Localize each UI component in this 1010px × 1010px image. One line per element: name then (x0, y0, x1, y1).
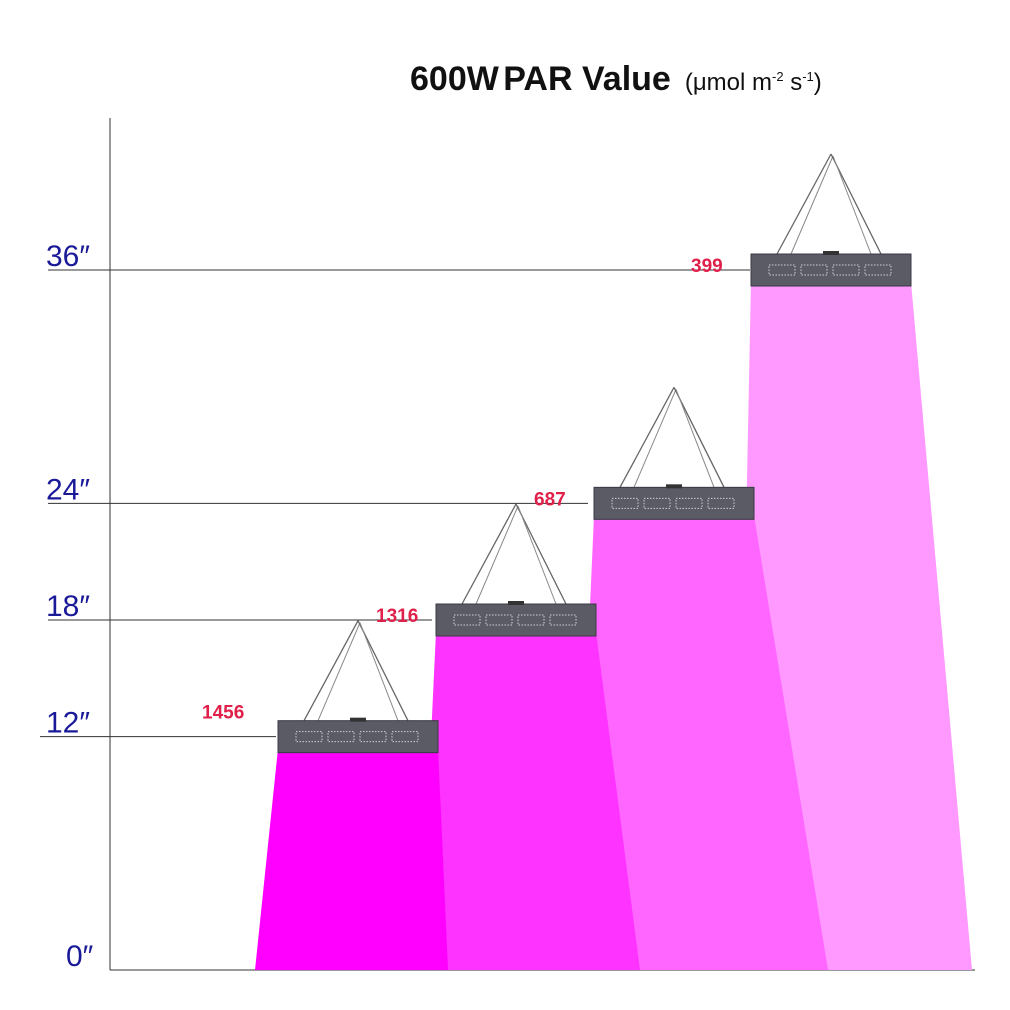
fixture-vent (359, 731, 387, 743)
hanger-wire (357, 620, 409, 721)
fixture-vent (327, 731, 355, 743)
unit-mid: s (783, 69, 803, 96)
y-tick-label-36: 36″ (46, 240, 90, 273)
fixture-vent (453, 614, 481, 626)
grow-light-399 (750, 153, 912, 287)
title-wattage: 600W (410, 60, 499, 98)
fixture-vent (549, 614, 577, 626)
grow-light-687 (593, 387, 755, 520)
fixture-vent (864, 264, 892, 276)
y-tick-label-0: 0″ (66, 940, 94, 973)
y-tick-label-18: 18″ (46, 590, 90, 623)
fixture-vent (391, 731, 419, 743)
light-fixture (277, 720, 439, 754)
hanger-wire (359, 622, 399, 721)
hanger-wire (675, 389, 715, 488)
hanger-wire (475, 505, 519, 605)
light-fixture (750, 253, 912, 287)
unit-sup-1: -2 (771, 69, 784, 84)
grow-light-1456 (277, 620, 439, 754)
hanger-wire (790, 155, 834, 255)
light-fixture (593, 486, 755, 520)
light-beam-687 (574, 515, 828, 970)
unit-prefix: (μmol m (684, 69, 772, 96)
hanger-wire (633, 389, 677, 488)
fixture-vent (768, 264, 796, 276)
hanger-wire (830, 153, 882, 255)
value-label-1456: 1456 (202, 703, 244, 724)
title-metric: PAR Value (503, 60, 671, 98)
fixture-vent (800, 264, 828, 276)
hanger-wire (303, 620, 359, 721)
fixture-handle (350, 717, 366, 722)
value-label-687: 687 (534, 489, 566, 510)
fixture-vent (611, 497, 639, 509)
y-tick-label-12: 12″ (46, 707, 90, 740)
unit-suffix: ) (813, 69, 822, 96)
chart-title: 600W PAR Value (μmol m-2 s-1) (410, 60, 822, 99)
grow-light-1316 (435, 503, 597, 637)
hanger-wire (461, 503, 517, 605)
fixture-handle (666, 484, 682, 489)
fixture-handle (823, 251, 839, 255)
fixture-handle (508, 601, 524, 605)
hanger-wire (776, 153, 832, 255)
light-beam-1316 (420, 632, 640, 970)
fixture-vent (707, 497, 735, 509)
y-tick-label-24: 24″ (46, 473, 90, 506)
fixture-vent (675, 497, 703, 509)
hanger-wire (515, 503, 567, 605)
hanger-wire (517, 505, 557, 605)
unit-sup-2: -1 (802, 69, 814, 84)
fixture-vent (485, 614, 513, 626)
hanger-wire (673, 387, 725, 488)
fixture-vent (832, 264, 860, 276)
fixture-vent (295, 731, 323, 743)
hanger-wire (619, 387, 675, 488)
light-fixture (435, 603, 597, 637)
light-beam-1456 (255, 748, 448, 970)
hanger-wire (317, 622, 361, 721)
value-label-1316: 1316 (376, 606, 418, 627)
fixture-vent (517, 614, 545, 626)
title-unit: (μmol m-2 s-1) (685, 69, 822, 96)
hanger-wire (832, 155, 872, 255)
value-label-399: 399 (691, 256, 723, 277)
fixture-vent (643, 497, 671, 509)
